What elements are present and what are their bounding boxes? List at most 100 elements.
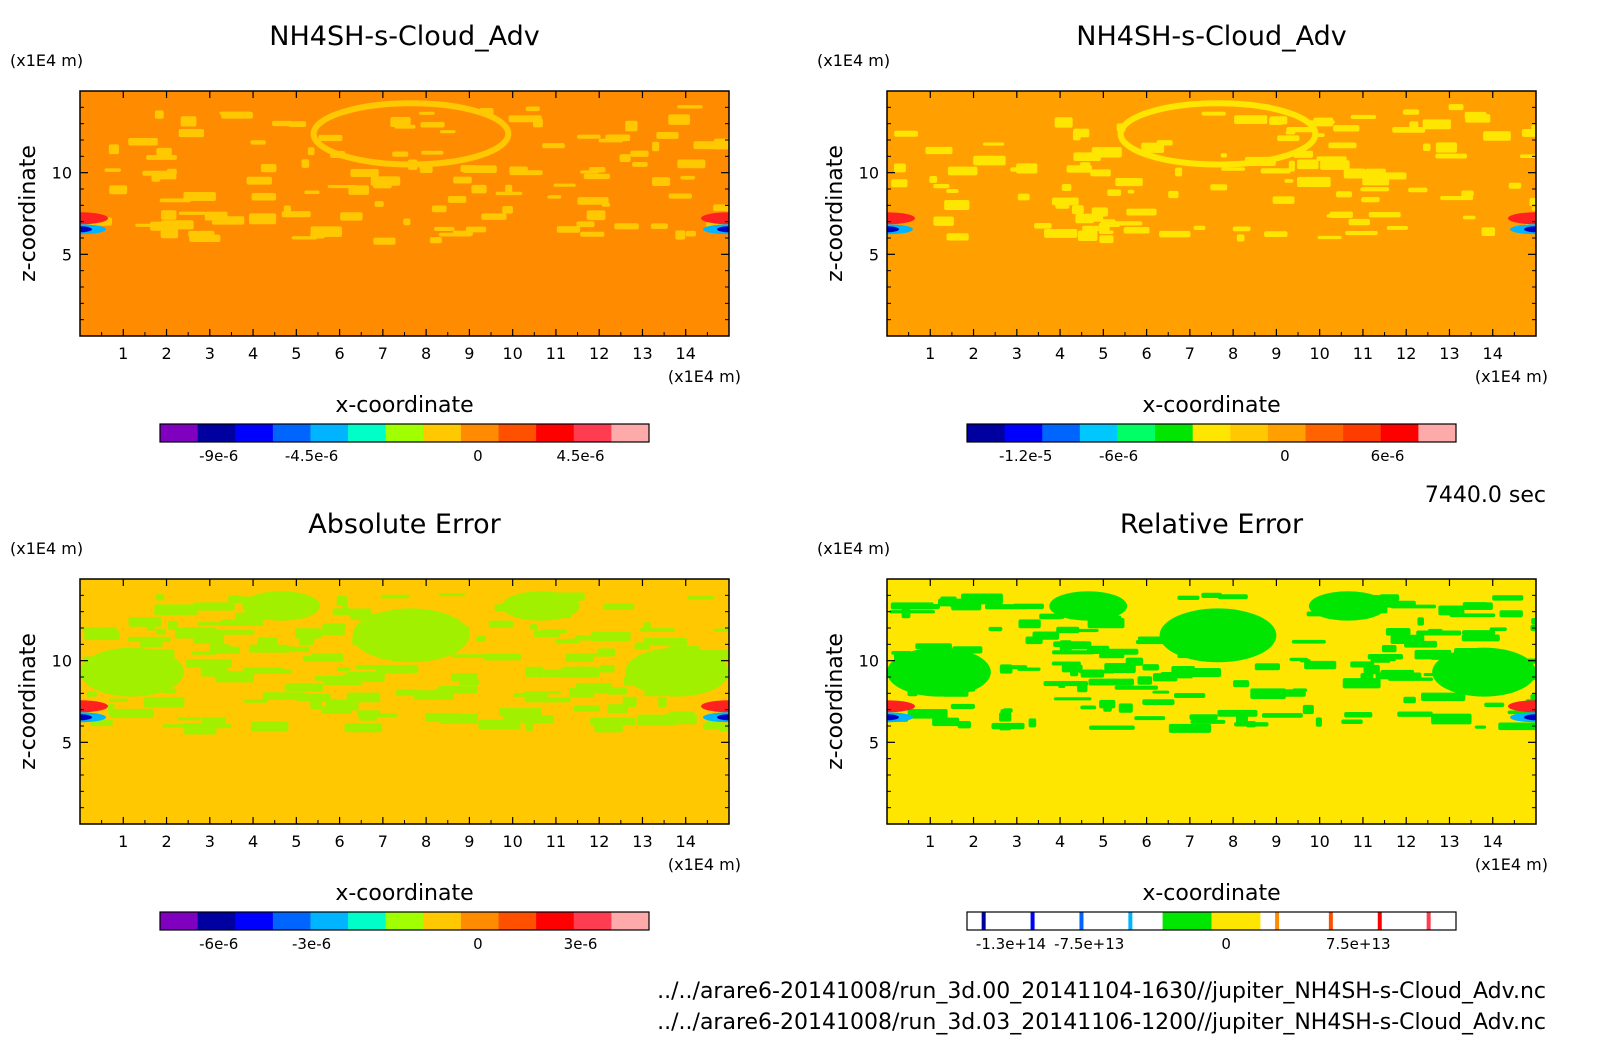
colorbar-swatch xyxy=(460,424,500,442)
field-patch xyxy=(1236,234,1245,242)
panel-title: NH4SH-s-Cloud_Adv xyxy=(269,21,539,52)
colorbar-swatch xyxy=(967,424,1006,442)
field-patch xyxy=(304,190,320,194)
field-patch xyxy=(1126,208,1157,216)
x-tick-label: 14 xyxy=(1483,344,1503,363)
field-patch xyxy=(1217,709,1258,717)
field-patch xyxy=(1272,196,1295,204)
feature-negative-core xyxy=(80,226,92,233)
field-patch xyxy=(166,168,177,176)
field-patch xyxy=(1137,676,1153,685)
field-patch xyxy=(601,202,611,207)
field-patch xyxy=(1521,129,1536,137)
field-patch xyxy=(478,719,521,730)
field-patch xyxy=(512,692,549,697)
field-blob xyxy=(501,591,580,621)
field-patch xyxy=(186,659,232,668)
feature-negative-core xyxy=(887,714,899,721)
x-unit-label: (x1E4 m) xyxy=(1475,367,1548,386)
field-patch xyxy=(525,106,540,112)
field-patch xyxy=(459,679,479,686)
feature-negative-core xyxy=(80,714,92,721)
field-patch xyxy=(658,696,667,708)
x-tick-label: 10 xyxy=(1309,344,1329,363)
field-patch xyxy=(1390,604,1437,609)
colorbar-swatch xyxy=(423,912,462,930)
field-patch xyxy=(301,159,310,168)
field-patch xyxy=(590,717,636,726)
field-patch xyxy=(84,631,120,641)
field-patch xyxy=(589,167,606,173)
field-patch xyxy=(183,192,216,201)
field-patch xyxy=(303,655,344,662)
x-tick-label: 5 xyxy=(1098,344,1108,363)
time-label: 7440.0 sec xyxy=(1425,483,1546,508)
colorbar-tick-label: -1.3e+14 xyxy=(976,935,1046,953)
field-patch xyxy=(109,185,128,195)
x-tick-label: 2 xyxy=(968,344,978,363)
colorbar-swatch xyxy=(536,912,575,930)
x-tick-label: 3 xyxy=(205,344,215,363)
field-patch xyxy=(188,230,215,237)
x-tick-label: 14 xyxy=(676,344,696,363)
field-patch xyxy=(1066,165,1093,173)
field-patch xyxy=(146,154,177,160)
field-patch xyxy=(1421,692,1466,701)
feature-negative-core xyxy=(1524,714,1536,721)
field-patch xyxy=(685,230,697,237)
field-patch xyxy=(1508,182,1522,189)
field-patch xyxy=(1481,227,1496,237)
field-patch xyxy=(1177,595,1200,600)
field-patch xyxy=(1032,631,1060,640)
field-patch xyxy=(572,653,610,657)
field-patch xyxy=(1051,661,1081,666)
x-tick-label: 1 xyxy=(925,832,935,851)
y-unit-label: (x1E4 m) xyxy=(10,539,83,558)
x-tick-label: 11 xyxy=(1353,344,1373,363)
field-patch xyxy=(1090,647,1103,653)
field-patch xyxy=(288,121,307,128)
x-tick-label: 14 xyxy=(676,832,696,851)
field-patch xyxy=(201,717,226,727)
field-blob xyxy=(80,647,184,697)
field-patch xyxy=(495,191,523,196)
field-patch xyxy=(1383,172,1407,180)
field-patch xyxy=(321,706,352,714)
field-patch xyxy=(991,722,1025,730)
field-patch xyxy=(1483,131,1511,141)
field-patch xyxy=(1054,117,1073,128)
field-patch xyxy=(156,147,172,156)
field-patch xyxy=(542,143,565,149)
field-patch xyxy=(693,141,720,150)
feature-positive xyxy=(1508,700,1536,713)
feature-positive xyxy=(80,700,108,713)
x-tick-label: 12 xyxy=(1396,832,1416,851)
field-ring xyxy=(1117,100,1319,168)
field-patch xyxy=(1189,667,1222,678)
field-patch xyxy=(929,176,938,183)
field-patch xyxy=(1498,722,1536,731)
field-patch xyxy=(1168,723,1212,733)
x-tick-label: 3 xyxy=(205,832,215,851)
field-patch xyxy=(664,714,697,725)
plot-area xyxy=(887,91,1536,336)
field-patch xyxy=(1362,175,1390,186)
field-patch xyxy=(547,195,562,199)
field-patch xyxy=(284,683,324,692)
panel-1: NH4SH-s-Cloud_Adv(x1E4 m)1 2 3 4 5 6 7 8 9 10 11 12… xyxy=(10,21,741,465)
field-patch xyxy=(502,205,513,214)
field-patch xyxy=(1044,228,1078,238)
field-patch xyxy=(1078,670,1115,674)
field-patch xyxy=(530,624,538,630)
field-patch xyxy=(619,154,631,163)
field-patch xyxy=(502,710,526,714)
field-patch xyxy=(421,150,444,155)
colorbar-swatch xyxy=(1064,912,1115,930)
colorbar-swatch xyxy=(1230,424,1269,442)
field-patch xyxy=(1360,187,1390,192)
field-patch xyxy=(156,628,166,635)
feature-negative-core xyxy=(887,226,899,233)
field-patch xyxy=(1000,709,1011,719)
field-patch xyxy=(200,667,228,677)
field-patch xyxy=(1361,197,1380,203)
